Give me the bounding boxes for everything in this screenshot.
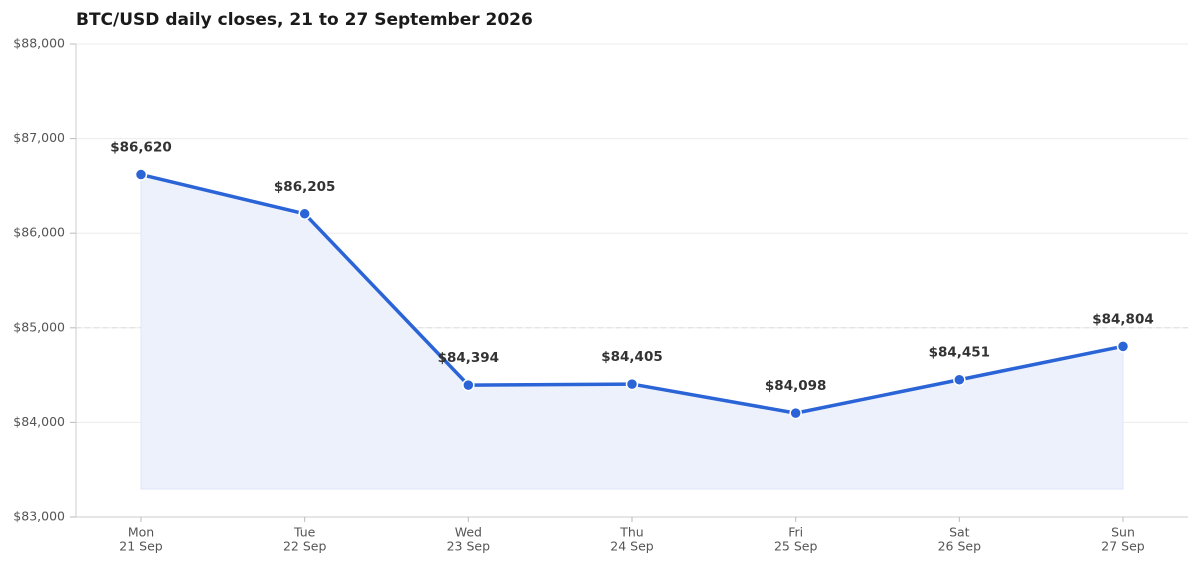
chart-title: BTC/USD daily closes, 21 to 27 September… [76,10,533,30]
x-tick-label: 22 Sep [283,539,327,554]
marker [1116,340,1130,353]
marker [953,373,966,386]
area [140,173,1124,490]
y-tick-label: $86,000 [13,225,65,240]
marker [134,168,148,181]
x-tick-label: 26 Sep [938,539,982,554]
y-tick-label: $84,000 [13,414,65,429]
marker [625,377,639,391]
x-tick-label: Sun [1111,525,1135,540]
marker [298,207,311,221]
value-label: $84,394 [438,350,500,366]
value-label: $84,405 [601,349,663,365]
x-tick-label: Thu [619,525,643,540]
x-tick-label: 21 Sep [119,539,163,554]
x-tick-label: Mon [128,525,154,540]
y-tick-label: $88,000 [13,36,65,51]
marker [462,378,475,392]
x-tick-label: 23 Sep [447,539,491,554]
y-tick-label: $85,000 [13,319,65,334]
x-tick-label: Wed [455,525,482,540]
x-tick-label: 25 Sep [774,539,818,554]
x-tick-label: Fri [788,525,803,540]
y-tick-label: $87,000 [13,130,65,145]
value-label: $84,451 [929,345,991,361]
value-label: $86,205 [274,179,336,195]
x-tick-label: 24 Sep [610,539,654,554]
x-tick-label: Sat [949,525,970,540]
value-label: $84,804 [1092,311,1154,327]
marker [789,406,802,420]
value-label: $86,620 [110,140,172,156]
y-tick-label: $83,000 [13,509,65,524]
x-tick-label: Tue [293,525,316,540]
value-label: $84,098 [765,378,827,394]
x-tick-label: 27 Sep [1101,539,1145,554]
